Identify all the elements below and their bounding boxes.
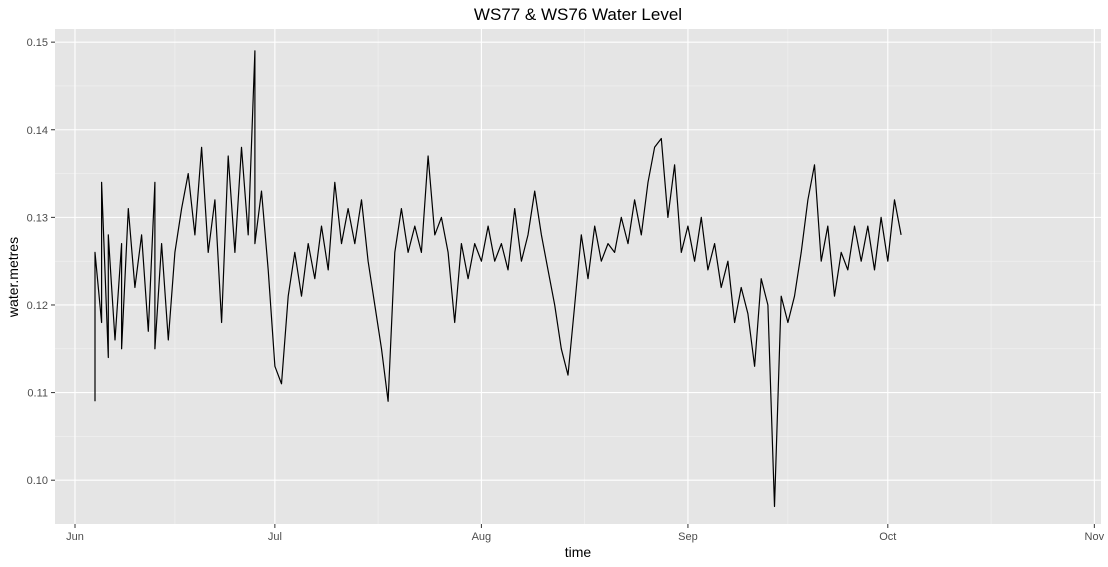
y-tick-label: 0.10 bbox=[27, 475, 48, 487]
x-tick-label: Sep bbox=[678, 531, 698, 543]
x-axis: Jun Jul Aug Sep Oct Nov bbox=[66, 524, 1105, 543]
x-tick-label: Aug bbox=[472, 531, 492, 543]
series-layer bbox=[94, 50, 902, 508]
x-tick-label: Jul bbox=[268, 531, 282, 543]
y-tick-label: 0.11 bbox=[27, 388, 48, 400]
y-axis: 0.10 0.11 0.12 0.13 0.14 0.15 bbox=[27, 37, 55, 487]
series-line bbox=[94, 50, 902, 508]
x-tick-label: Jun bbox=[66, 531, 84, 543]
chart-title: WS77 & WS76 Water Level bbox=[474, 5, 682, 24]
y-tick-label: 0.14 bbox=[27, 125, 48, 137]
y-tick-label: 0.12 bbox=[27, 300, 48, 312]
y-tick-label: 0.15 bbox=[27, 37, 48, 49]
plot-panel bbox=[55, 29, 1101, 524]
major-gridlines bbox=[55, 29, 1101, 524]
x-axis-label: time bbox=[565, 544, 592, 560]
y-axis-label: water.metres bbox=[5, 237, 21, 318]
x-tick-label: Nov bbox=[1085, 531, 1105, 543]
x-tick-label: Oct bbox=[879, 531, 896, 543]
y-tick-label: 0.13 bbox=[27, 212, 48, 224]
